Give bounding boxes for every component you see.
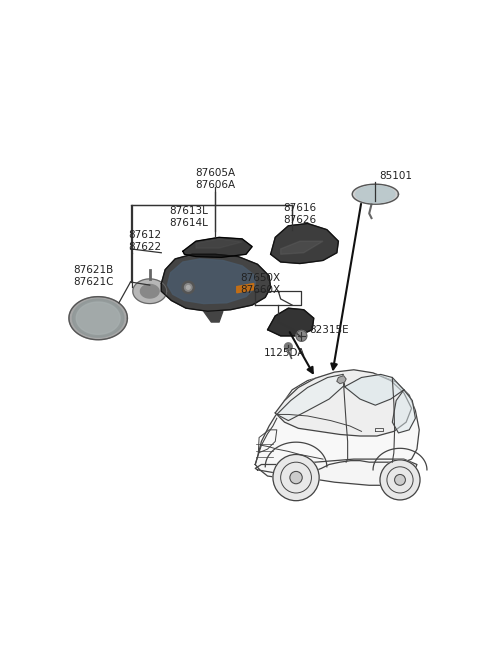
Polygon shape	[168, 259, 255, 304]
Polygon shape	[141, 285, 159, 298]
Polygon shape	[76, 302, 120, 335]
Text: 87621B
87621C: 87621B 87621C	[73, 265, 114, 287]
Text: 85101: 85101	[380, 171, 413, 181]
Polygon shape	[285, 343, 292, 350]
Polygon shape	[72, 299, 124, 337]
Circle shape	[186, 285, 190, 289]
Circle shape	[395, 474, 406, 485]
Text: 1125DA: 1125DA	[264, 348, 305, 358]
Polygon shape	[392, 390, 415, 433]
Polygon shape	[183, 237, 252, 257]
Polygon shape	[271, 224, 338, 264]
Circle shape	[380, 460, 420, 500]
Text: 87612
87622: 87612 87622	[128, 230, 161, 252]
Polygon shape	[69, 297, 127, 340]
Polygon shape	[352, 184, 398, 204]
Polygon shape	[161, 255, 271, 311]
Polygon shape	[345, 375, 404, 405]
Polygon shape	[277, 375, 345, 420]
Circle shape	[290, 472, 302, 483]
Circle shape	[273, 455, 319, 501]
Polygon shape	[356, 186, 395, 203]
Polygon shape	[281, 241, 323, 255]
Polygon shape	[255, 372, 419, 478]
Polygon shape	[296, 331, 307, 341]
Polygon shape	[275, 370, 411, 436]
Circle shape	[182, 281, 194, 293]
Text: 87616
87626: 87616 87626	[283, 203, 316, 225]
Text: 87613L
87614L: 87613L 87614L	[169, 207, 208, 228]
Polygon shape	[237, 283, 254, 293]
Circle shape	[184, 283, 192, 291]
Polygon shape	[337, 376, 346, 384]
Text: 87650X
87660X: 87650X 87660X	[240, 272, 280, 295]
Polygon shape	[196, 239, 242, 248]
Polygon shape	[255, 459, 417, 485]
Polygon shape	[267, 308, 314, 336]
Text: 82315E: 82315E	[309, 325, 349, 335]
Polygon shape	[133, 279, 167, 304]
Text: 87605A
87606A: 87605A 87606A	[195, 168, 235, 190]
Polygon shape	[204, 311, 223, 322]
